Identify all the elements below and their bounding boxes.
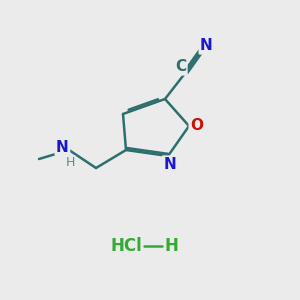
Text: N: N — [56, 140, 69, 154]
Text: H: H — [164, 237, 178, 255]
Text: HCl: HCl — [110, 237, 142, 255]
Text: H: H — [66, 156, 75, 169]
Text: O: O — [190, 118, 203, 134]
Text: N: N — [163, 157, 176, 172]
Text: N: N — [200, 38, 213, 53]
Text: C: C — [175, 59, 186, 74]
